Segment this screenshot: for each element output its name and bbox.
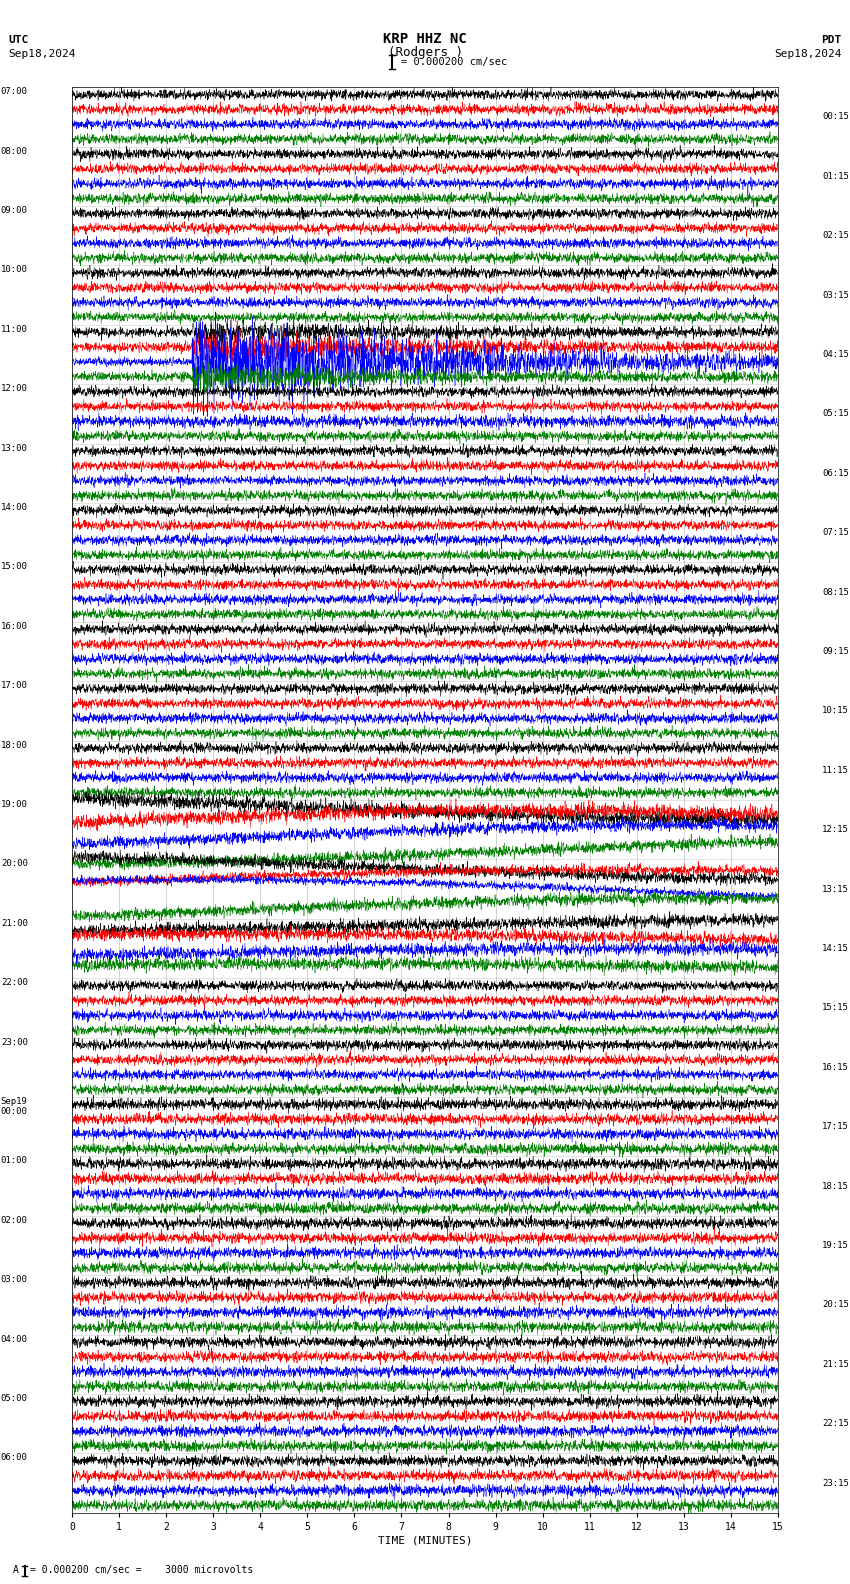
Text: 11:00: 11:00 bbox=[1, 325, 28, 334]
Text: 13:00: 13:00 bbox=[1, 444, 28, 453]
Text: 01:00: 01:00 bbox=[1, 1156, 28, 1166]
Text: 06:15: 06:15 bbox=[822, 469, 849, 478]
Text: 17:00: 17:00 bbox=[1, 681, 28, 691]
Text: 19:15: 19:15 bbox=[822, 1240, 849, 1250]
Text: 21:15: 21:15 bbox=[822, 1359, 849, 1369]
Text: 18:00: 18:00 bbox=[1, 741, 28, 749]
Text: A: A bbox=[13, 1565, 19, 1574]
Text: 23:15: 23:15 bbox=[822, 1478, 849, 1487]
Text: 16:15: 16:15 bbox=[822, 1063, 849, 1072]
Text: Sep18,2024: Sep18,2024 bbox=[774, 49, 842, 59]
Text: 16:00: 16:00 bbox=[1, 621, 28, 630]
Text: 14:15: 14:15 bbox=[822, 944, 849, 954]
Text: = 0.000200 cm/sec: = 0.000200 cm/sec bbox=[401, 57, 507, 67]
Text: 01:15: 01:15 bbox=[822, 171, 849, 181]
Text: 10:00: 10:00 bbox=[1, 265, 28, 274]
Text: 05:15: 05:15 bbox=[822, 409, 849, 418]
Text: 17:15: 17:15 bbox=[822, 1121, 849, 1131]
Text: = 0.000200 cm/sec =    3000 microvolts: = 0.000200 cm/sec = 3000 microvolts bbox=[30, 1565, 253, 1574]
Text: 03:15: 03:15 bbox=[822, 290, 849, 299]
Text: 08:15: 08:15 bbox=[822, 588, 849, 597]
Text: UTC: UTC bbox=[8, 35, 29, 44]
Text: 22:00: 22:00 bbox=[1, 979, 28, 987]
Text: 02:00: 02:00 bbox=[1, 1217, 28, 1224]
Text: 02:15: 02:15 bbox=[822, 231, 849, 241]
Text: 20:15: 20:15 bbox=[822, 1300, 849, 1310]
Text: PDT: PDT bbox=[821, 35, 842, 44]
Text: 13:15: 13:15 bbox=[822, 884, 849, 893]
Text: 12:00: 12:00 bbox=[1, 385, 28, 393]
Text: 15:00: 15:00 bbox=[1, 562, 28, 572]
Text: 22:15: 22:15 bbox=[822, 1419, 849, 1429]
Text: 09:15: 09:15 bbox=[822, 646, 849, 656]
Text: 11:15: 11:15 bbox=[822, 765, 849, 775]
Text: 07:15: 07:15 bbox=[822, 527, 849, 537]
Text: 23:00: 23:00 bbox=[1, 1038, 28, 1047]
Text: 04:00: 04:00 bbox=[1, 1334, 28, 1343]
Text: 18:15: 18:15 bbox=[822, 1182, 849, 1191]
Text: 05:00: 05:00 bbox=[1, 1394, 28, 1403]
Text: Sep18,2024: Sep18,2024 bbox=[8, 49, 76, 59]
Text: (Rodgers ): (Rodgers ) bbox=[388, 46, 462, 59]
Text: Sep19
00:00: Sep19 00:00 bbox=[1, 1096, 28, 1117]
Text: 08:00: 08:00 bbox=[1, 146, 28, 155]
Text: 20:00: 20:00 bbox=[1, 859, 28, 868]
Text: 21:00: 21:00 bbox=[1, 919, 28, 928]
Text: 10:15: 10:15 bbox=[822, 706, 849, 716]
Text: 06:00: 06:00 bbox=[1, 1454, 28, 1462]
X-axis label: TIME (MINUTES): TIME (MINUTES) bbox=[377, 1536, 473, 1546]
Text: 12:15: 12:15 bbox=[822, 825, 849, 835]
Text: 03:00: 03:00 bbox=[1, 1275, 28, 1285]
Text: 14:00: 14:00 bbox=[1, 504, 28, 512]
Text: 15:15: 15:15 bbox=[822, 1003, 849, 1012]
Text: KRP HHZ NC: KRP HHZ NC bbox=[383, 32, 467, 46]
Text: 09:00: 09:00 bbox=[1, 206, 28, 215]
Text: 00:15: 00:15 bbox=[822, 112, 849, 122]
Text: 19:00: 19:00 bbox=[1, 800, 28, 809]
Text: 04:15: 04:15 bbox=[822, 350, 849, 360]
Text: 07:00: 07:00 bbox=[1, 87, 28, 97]
